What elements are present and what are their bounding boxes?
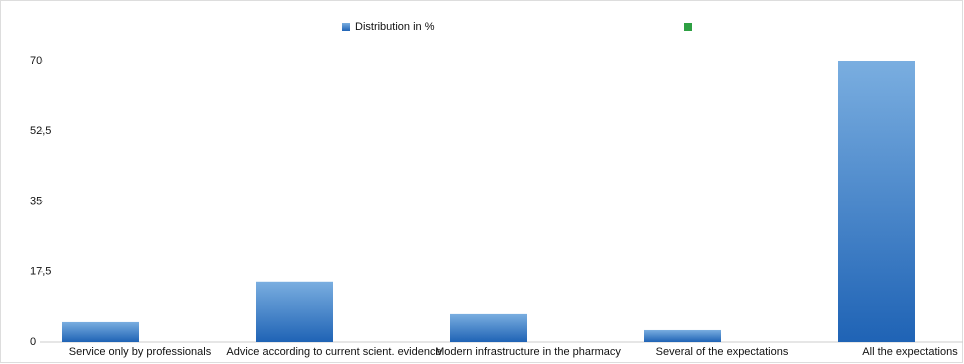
- bar: [450, 313, 527, 342]
- bar: [838, 61, 915, 342]
- bar: [256, 281, 333, 342]
- x-tick-label: All the expectations: [862, 346, 958, 358]
- y-tick-label: 35: [30, 195, 42, 207]
- bar: [62, 321, 139, 342]
- x-tick-label: Service only by professionals: [69, 346, 212, 358]
- y-tick-label: 70: [30, 55, 42, 67]
- legend-label: Distribution in %: [355, 21, 435, 33]
- x-tick-label: Modern infrastructure in the pharmacy: [435, 346, 621, 358]
- y-tick-label: 0: [30, 336, 36, 348]
- x-tick-label: Advice according to current scient. evid…: [226, 346, 441, 358]
- legend-swatch: [342, 23, 350, 31]
- legend-swatch: [684, 23, 692, 31]
- bar: [644, 329, 721, 342]
- x-tick-label: Several of the expectations: [656, 346, 789, 358]
